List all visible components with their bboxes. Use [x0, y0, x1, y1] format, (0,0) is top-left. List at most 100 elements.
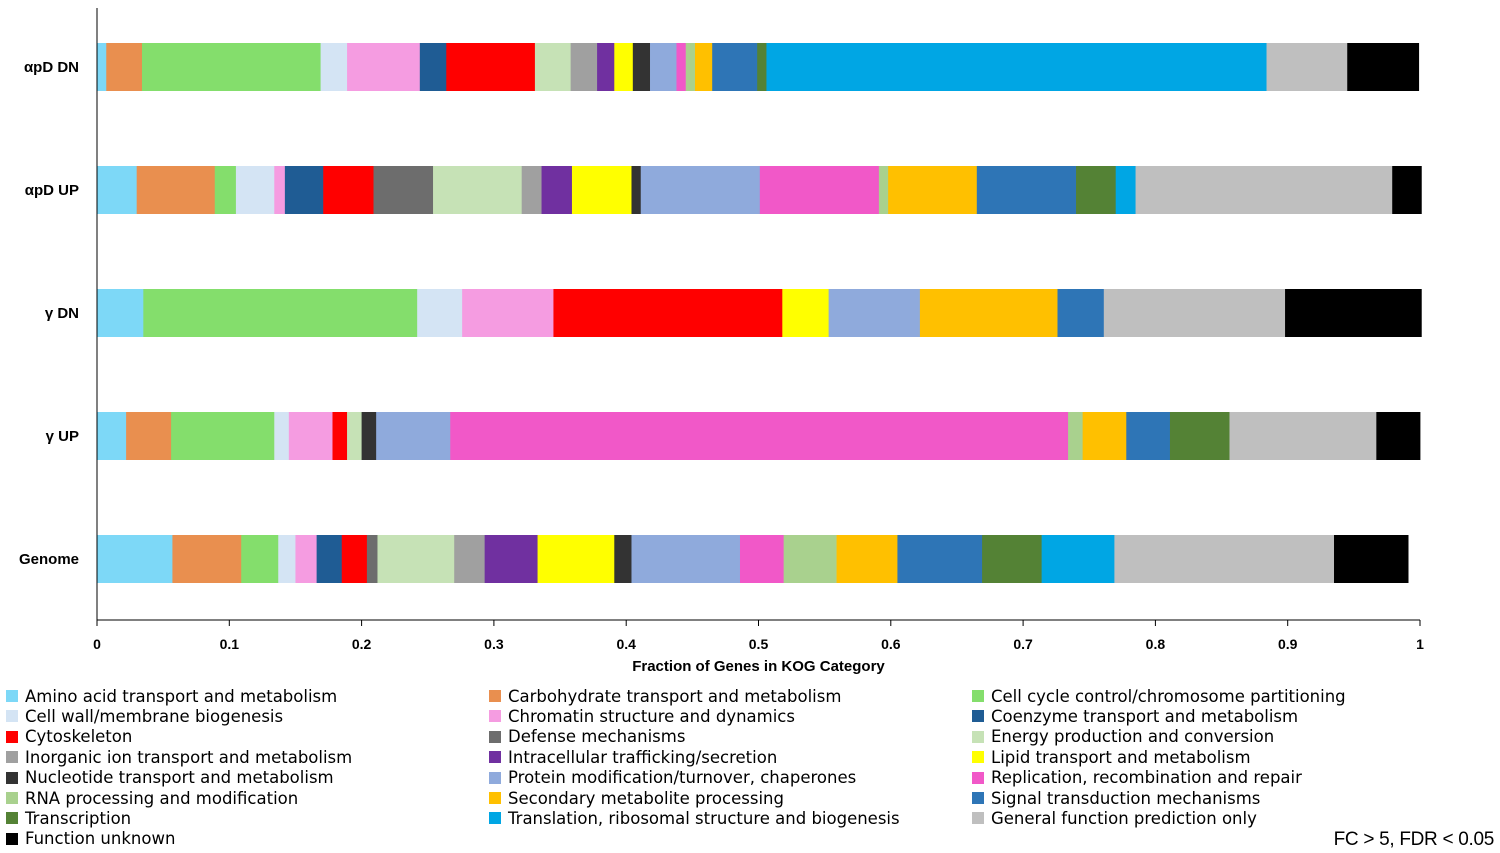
- bar-segment: [1392, 166, 1422, 214]
- bar-segment: [97, 289, 144, 337]
- bar-segment: [640, 166, 761, 214]
- legend-swatch: [489, 792, 501, 804]
- bar-segment: [1266, 43, 1348, 91]
- bar-segment: [126, 412, 172, 460]
- bar-segment: [897, 535, 983, 583]
- legend-label: Secondary metabolite processing: [508, 788, 784, 808]
- bar-segment: [97, 43, 107, 91]
- legend-item: General function prediction only: [972, 808, 1257, 828]
- bar-segment: [274, 412, 290, 460]
- bar-segment: [1135, 166, 1393, 214]
- x-tick-label: 0.7: [1013, 636, 1033, 652]
- legend-swatch: [6, 710, 18, 723]
- bar-segment: [537, 535, 615, 583]
- legend-label: Amino acid transport and metabolism: [25, 686, 338, 706]
- bar-segment: [323, 166, 374, 214]
- bar-segment: [631, 535, 741, 583]
- legend-label: Cytoskeleton: [25, 727, 133, 747]
- bar-segment: [1041, 535, 1115, 583]
- bar-segment: [214, 166, 237, 214]
- legend-swatch: [6, 792, 18, 804]
- legend-label: Carbohydrate transport and metabolism: [508, 686, 842, 706]
- bar-segment: [235, 166, 275, 214]
- x-tick-label: 0: [93, 636, 101, 652]
- legend-swatch: [6, 832, 18, 845]
- category-label: αpD DN: [24, 59, 79, 76]
- bar-segment: [347, 43, 421, 91]
- bar-segment: [553, 289, 783, 337]
- stacked-bar-chart: αpD DN αpD UP γ DN γ UP Genome 0 0.1 0.2 0.3 0.4…: [19, 8, 1424, 675]
- legend-item: Energy production and conversion: [972, 727, 1274, 747]
- legend-label: Function unknown: [25, 829, 176, 849]
- legend-label: General function prediction only: [991, 808, 1257, 828]
- bar-segment: [377, 535, 455, 583]
- legend-swatch: [6, 751, 18, 764]
- bar-segment: [454, 535, 486, 583]
- legend-swatch: [489, 710, 501, 723]
- bar-segment: [1229, 412, 1377, 460]
- legend-label: Intracellular trafficking/secretion: [508, 747, 778, 767]
- legend-label: Coenzyme transport and metabolism: [991, 706, 1299, 726]
- x-tick-label: 0.5: [749, 636, 769, 652]
- bar-segment: [836, 535, 898, 583]
- bar-segment: [521, 166, 542, 214]
- bar-segment: [695, 43, 713, 91]
- legend-item: Cell cycle control/chromosome partitioni…: [972, 686, 1346, 706]
- bar-segment: [739, 535, 785, 583]
- legend-swatch: [6, 690, 18, 702]
- bar-segment: [976, 166, 1077, 214]
- legend-item: Lipid transport and metabolism: [972, 747, 1251, 767]
- bar-segment: [766, 43, 1267, 91]
- legend-swatch: [972, 812, 984, 825]
- bar-segment: [373, 166, 434, 214]
- legend-label: Energy production and conversion: [991, 727, 1275, 747]
- legend-label: Inorganic ion transport and metabolism: [25, 747, 353, 767]
- bar-segment: [1114, 535, 1335, 583]
- bar-segment: [446, 43, 536, 91]
- bar-segment: [1285, 289, 1422, 337]
- legend-item: Intracellular trafficking/secretion: [489, 747, 777, 767]
- legend-label: Translation, ribosomal structure and bio…: [508, 808, 900, 828]
- bar-segment: [143, 289, 418, 337]
- bar-segment: [376, 412, 451, 460]
- bar-segments: [97, 43, 1422, 583]
- legend-item: Function unknown: [6, 829, 175, 849]
- bar-segment: [1334, 535, 1409, 583]
- bar-segment: [433, 166, 523, 214]
- legend-label: Cell cycle control/chromosome partitioni…: [991, 686, 1346, 706]
- category-label: γ DN: [45, 305, 79, 322]
- bar-segment: [631, 166, 642, 214]
- bar-segment: [462, 289, 554, 337]
- legend-swatch: [6, 812, 18, 825]
- bar-segment: [106, 43, 143, 91]
- bar-segment: [320, 43, 348, 91]
- bar-segment: [1076, 166, 1117, 214]
- bar-segment: [295, 535, 318, 583]
- legend-item: Replication, recombination and repair: [972, 768, 1302, 788]
- bar-segment: [828, 289, 921, 337]
- legend-swatch: [972, 751, 984, 764]
- bar-segment: [919, 289, 1058, 337]
- legend-swatch: [972, 710, 984, 723]
- bar-segment: [419, 43, 447, 91]
- bar-segment: [97, 166, 138, 214]
- bar-segment: [332, 412, 348, 460]
- legend-item: Translation, ribosomal structure and bio…: [489, 808, 900, 828]
- category-label: Genome: [19, 551, 79, 568]
- legend-swatch: [972, 792, 984, 804]
- bar-segment: [982, 535, 1043, 583]
- legend-item: Carbohydrate transport and metabolism: [489, 686, 841, 706]
- category-label: αpD UP: [25, 182, 79, 199]
- x-axis-title: Fraction of Genes in KOG Category: [632, 658, 885, 675]
- legend-item: Signal transduction mechanisms: [972, 788, 1260, 808]
- bar-segment: [1376, 412, 1421, 460]
- bar-segment: [878, 166, 889, 214]
- legend-swatch: [489, 690, 501, 702]
- legend-swatch: [6, 771, 18, 784]
- bar-segment: [1115, 166, 1136, 214]
- bar-segment: [888, 166, 978, 214]
- x-tick-label: 0.2: [352, 636, 372, 652]
- bar-segment: [597, 43, 615, 91]
- legend-item: Coenzyme transport and metabolism: [972, 706, 1298, 726]
- bar-segment: [171, 412, 275, 460]
